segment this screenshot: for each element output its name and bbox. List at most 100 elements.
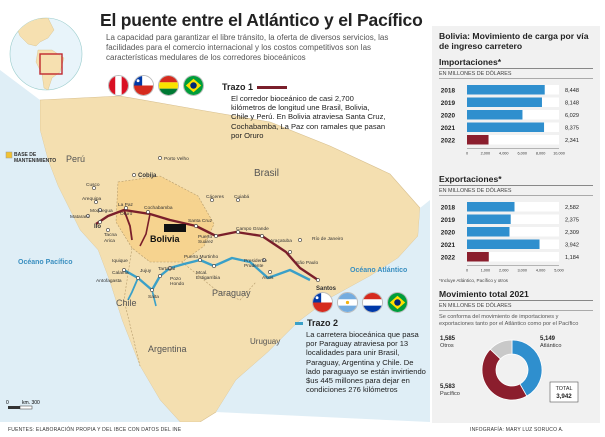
donut-slice-label: Atlántico	[540, 343, 561, 349]
exports-bar	[467, 252, 489, 262]
imports-bar	[467, 122, 545, 132]
svg-text:Cuiabá: Cuiabá	[234, 194, 250, 200]
exports-category-label: 2018	[441, 205, 456, 212]
trazo1-flags	[108, 75, 204, 96]
imports-tick-label: 6,000	[517, 152, 527, 156]
svg-text:km. 300: km. 300	[22, 400, 40, 406]
argentina-flag	[337, 292, 358, 313]
svg-text:Iquique: Iquique	[112, 258, 128, 264]
svg-text:Campo Grande: Campo Grande	[236, 226, 269, 232]
imports-chart: 2018 8,448 2019 8,148 2020 6,029 2021 8,375 2022…	[439, 82, 599, 168]
exports-bar-track	[467, 214, 559, 224]
svg-text:Chile: Chile	[116, 298, 137, 308]
svg-text:Antofagasta: Antofagasta	[96, 278, 122, 284]
exports-chart-svg: 2018 2,582 2019 2,375 2020 2,309 2021 3,942 2022…	[441, 202, 579, 273]
svg-text:Argentina: Argentina	[148, 344, 187, 354]
donut-slice	[481, 348, 528, 401]
imports-value-label: 2,341	[565, 138, 579, 144]
exports-bar	[467, 239, 540, 249]
scale-bar: 0 km. 300	[6, 400, 40, 410]
svg-text:Presidente: Presidente	[244, 258, 267, 264]
exports-category-label: 2019	[441, 217, 456, 224]
trazo2-branch	[127, 277, 139, 301]
donut-value-label: 1,585	[440, 336, 456, 342]
globe-locator	[9, 17, 83, 91]
credit-footer: INFOGRAFÍA: MARY LUZ SORUCO A.	[470, 427, 564, 433]
svg-text:Arequipa: Arequipa	[82, 196, 102, 202]
svg-text:Calama: Calama	[112, 270, 129, 276]
bolivia-flag	[158, 75, 179, 96]
exports-title: Exportaciones*	[439, 174, 593, 186]
svg-text:Tacna: Tacna	[104, 232, 117, 238]
trazo2-branch-2	[151, 289, 157, 307]
exports-value-label: 2,582	[565, 205, 579, 211]
brasil-flag	[183, 75, 204, 96]
donut-slice	[511, 339, 543, 397]
svg-text:Matarani: Matarani	[70, 214, 89, 220]
donut-total-label: TOTAL	[556, 386, 573, 392]
svg-text:Suárez: Suárez	[198, 239, 214, 245]
svg-text:Cobija: Cobija	[138, 173, 157, 179]
svg-text:Jujuy: Jujuy	[140, 268, 152, 274]
exports-tick-label: 3,000	[517, 269, 527, 273]
exports-category-label: 2022	[441, 255, 456, 262]
svg-text:Oruro: Oruro	[120, 211, 133, 217]
trazo2-description: La carretera bioceánica que pasa por Par…	[306, 330, 426, 395]
sidebar-title: Bolivia: Movimiento de carga por vía de …	[439, 31, 589, 51]
svg-text:Arica: Arica	[104, 238, 115, 244]
svg-text:Río de Janeiro: Río de Janeiro	[312, 236, 344, 242]
imports-category-label: 2019	[441, 100, 456, 107]
page-title: El puente entre el Atlántico y el Pacífi…	[100, 10, 423, 30]
svg-text:Bolivia: Bolivia	[150, 234, 181, 244]
exports-tick-label: 0	[466, 269, 468, 273]
peru-flag	[108, 75, 129, 96]
brasil-flag	[387, 292, 408, 313]
imports-tick-label: 0	[466, 152, 468, 156]
exports-tick-label: 2,000	[499, 269, 509, 273]
svg-text:Prudente: Prudente	[244, 263, 264, 269]
trazo1-description: El corredor bioceánico de casi 2,700 kil…	[231, 94, 386, 140]
svg-text:Salta: Salta	[148, 294, 159, 300]
exports-bar-track	[467, 227, 559, 237]
imports-value-label: 8,448	[565, 88, 579, 94]
svg-text:Estigarribia: Estigarribia	[196, 275, 220, 281]
base-legend-label-2: MANTENIMIENTO	[14, 158, 56, 164]
trazo1-branch	[123, 209, 133, 241]
trazo1-legend: Trazo 1 El corredor bioceánico de casi 2…	[222, 82, 387, 140]
trazo2-swatch	[295, 321, 303, 325]
svg-text:Paraguay: Paraguay	[212, 288, 251, 298]
svg-text:Ilo: Ilo	[94, 224, 101, 230]
exports-value-label: 1,184	[565, 255, 579, 261]
imports-chart-svg: 2018 8,448 2019 8,148 2020 6,029 2021 8,375 2022…	[441, 85, 579, 156]
exports-tick-label: 1,000	[481, 269, 491, 273]
exports-bar	[467, 214, 511, 224]
imports-bar	[467, 135, 489, 145]
donut-total-box	[549, 381, 579, 403]
imports-category-label: 2021	[441, 125, 456, 132]
imports-tick-label: 4,000	[499, 152, 509, 156]
imports-bar	[467, 97, 542, 107]
svg-text:Assis: Assis	[262, 275, 274, 281]
svg-text:Puerto: Puerto	[198, 234, 212, 240]
exports-category-label: 2020	[441, 230, 456, 237]
chile-flag	[133, 75, 154, 96]
svg-text:Santa Cruz: Santa Cruz	[188, 218, 213, 224]
trazo2-flags	[312, 292, 408, 313]
imports-category-label: 2022	[441, 138, 456, 145]
donut-value-label: 5,149	[540, 336, 556, 342]
globe-highlight-box	[39, 53, 63, 75]
svg-text:La Paz: La Paz	[118, 202, 134, 208]
svg-text:Puerto Murtinho: Puerto Murtinho	[184, 254, 218, 260]
chile-flag	[312, 292, 333, 313]
donut-slice-label: Otros	[440, 343, 454, 349]
maintenance-base-marker	[164, 224, 186, 232]
imports-value-label: 8,148	[565, 101, 579, 107]
trazo1-swatch	[257, 85, 288, 89]
imports-bar	[467, 85, 545, 95]
imports-bar	[467, 110, 523, 120]
exports-note: *Incluye Atlántico, Pacífico y otros	[439, 278, 508, 283]
donut-slice-label: Pacífico	[440, 391, 460, 397]
svg-text:Brasil: Brasil	[254, 168, 279, 179]
base-legend-square	[5, 151, 13, 159]
imports-category-label: 2020	[441, 113, 456, 120]
